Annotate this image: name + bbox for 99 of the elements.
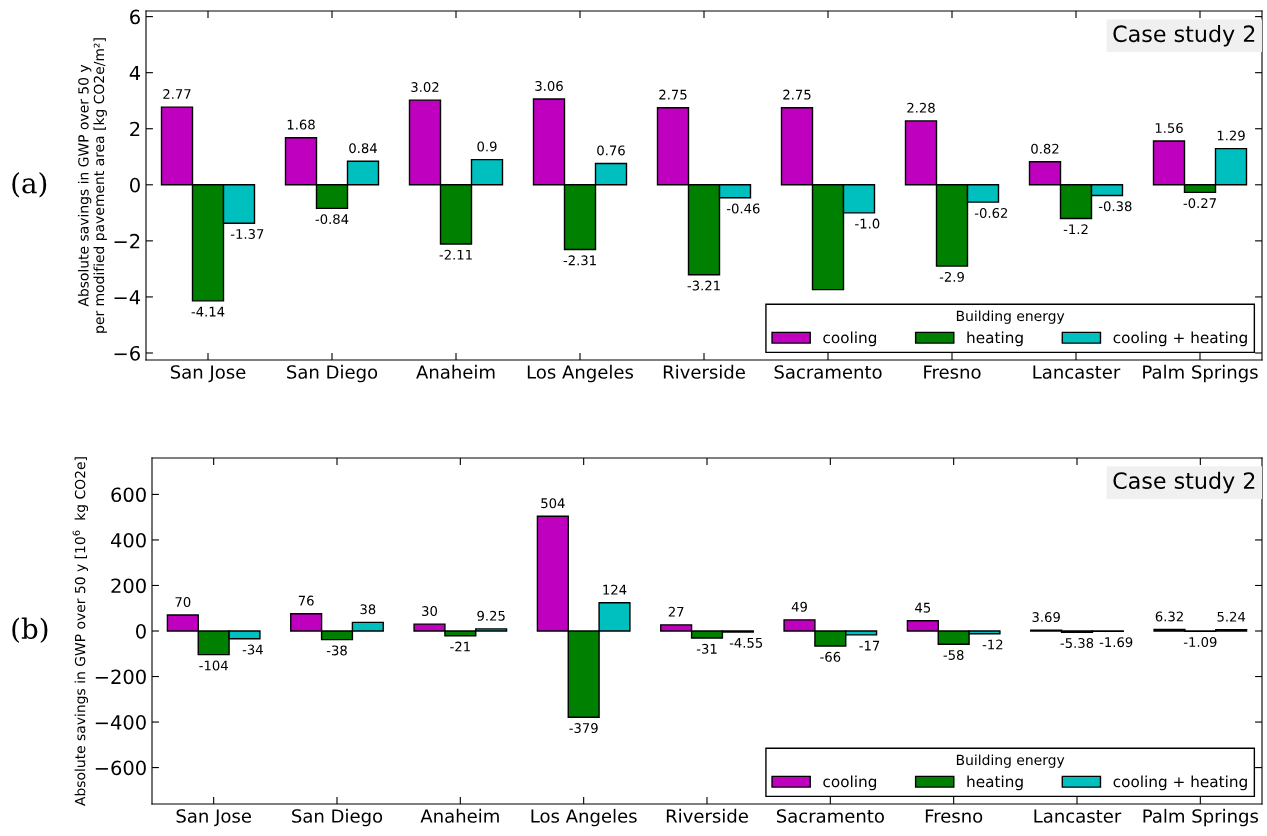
data-label: -21 (450, 641, 470, 652)
x-tick-label: Los Angeles (531, 808, 637, 827)
annotation: Case study 2 (1113, 24, 1255, 47)
data-label: -0.46 (726, 203, 760, 214)
x-tick-label: San Jose (176, 809, 251, 827)
data-label: -1.69 (1099, 637, 1133, 648)
data-label: -0.62 (974, 207, 1008, 218)
data-label: -1.37 (230, 228, 264, 239)
x-tick-label: Sacramento (774, 365, 882, 379)
y-axis-title: Absolute savings in GWP over 50 y [10$^{6}$ kg CO2e] (72, 457, 89, 806)
data-label: 2.75 (783, 89, 811, 100)
x-tick-label: Palm Springs (1143, 364, 1258, 383)
data-label: -31 (696, 643, 717, 654)
x-tick-label: Anaheim (420, 808, 499, 823)
x-tick-label: Palm Springs (1143, 808, 1259, 827)
data-label: 5.24 (1217, 611, 1246, 622)
y-tick-label: −6 (114, 345, 140, 361)
data-label: 45 (915, 602, 931, 613)
data-label: -379 (569, 723, 598, 734)
data-label: 504 (541, 498, 565, 509)
data-label: -0.84 (315, 214, 349, 225)
data-label: 0.76 (597, 145, 625, 156)
data-label: -58 (943, 649, 964, 660)
data-label: 30 (422, 606, 438, 617)
y-tick-label: −200 (95, 669, 146, 685)
x-tick-label: Lancaster (1033, 365, 1121, 379)
y-tick-label: −400 (95, 715, 146, 730)
data-label: -3.21 (687, 280, 720, 291)
data-label: 2.77 (163, 89, 191, 99)
y-tick-label: 4 (129, 65, 141, 81)
data-label: 9.25 (477, 610, 505, 621)
data-label: -2.9 (939, 271, 964, 282)
data-label: -38 (326, 645, 347, 656)
legend-label: heating (967, 331, 1023, 347)
x-tick-label: Anaheim (416, 364, 495, 379)
y-tick-label: 2 (130, 121, 140, 137)
x-tick-label: Los Angeles (527, 364, 634, 383)
legend-label: heating (967, 775, 1023, 791)
data-label: 0.82 (1031, 143, 1059, 154)
legend-title: Building energy (956, 754, 1065, 768)
data-label: 3.02 (411, 82, 439, 93)
data-label: 3.06 (535, 80, 563, 91)
y-axis-title: Absolute savings in GWP over 50 y per modified pavement area [kg CO2e/m²] (77, 38, 107, 333)
data-label: 1.29 (1217, 130, 1245, 141)
x-tick-label: San Jose (170, 365, 246, 383)
data-label: 2.75 (659, 89, 687, 100)
y-tick-label: 600 (111, 487, 146, 503)
y-tick-label: 0 (130, 177, 140, 193)
text: (b) (12, 617, 48, 643)
x-tick-label: Riverside (666, 808, 748, 823)
x-tick-label: Fresno (924, 365, 981, 379)
x-tick-label: Riverside (663, 364, 745, 379)
data-label: -0.38 (1098, 201, 1132, 212)
y-tick-label: −2 (114, 233, 140, 249)
text: (a) (12, 172, 47, 198)
legend-label: cooling + heating (1113, 331, 1247, 347)
y-tick-label: 200 (111, 578, 146, 594)
legend-label: cooling + heating (1113, 775, 1247, 791)
data-label: -0.27 (1183, 198, 1216, 209)
data-label: 27 (668, 606, 684, 617)
annotation: Case study 2 (1113, 471, 1255, 494)
y-tick-label: −4 (114, 290, 141, 305)
data-label: -104 (199, 660, 228, 671)
y-tick-label: 400 (110, 532, 146, 548)
data-label: 124 (603, 584, 627, 595)
legend-label: cooling (823, 331, 877, 347)
x-tick-label: San Diego (292, 808, 383, 827)
data-label: -4.55 (729, 638, 763, 648)
legend-label: cooling (823, 775, 877, 791)
y-tick-label: −600 (95, 760, 146, 776)
x-tick-label: Fresno (925, 809, 983, 823)
data-label: 3.69 (1032, 612, 1060, 623)
data-label: 1.56 (1155, 122, 1183, 133)
x-tick-label: Sacramento (776, 809, 884, 823)
data-label: -4.14 (191, 306, 225, 317)
data-label: -17 (859, 640, 880, 651)
y-tick-label: 0 (136, 623, 146, 639)
x-tick-label: Lancaster (1034, 809, 1122, 823)
data-label: -66 (820, 651, 841, 662)
data-label: -34 (242, 644, 263, 655)
data-label: -12 (982, 639, 1003, 650)
data-label: 49 (791, 601, 807, 612)
y-tick-label: 6 (130, 9, 140, 25)
data-label: 0.9 (477, 141, 497, 152)
legend-title: Building energy (956, 310, 1065, 324)
data-label: 6.32 (1155, 611, 1183, 622)
data-label: -2.11 (439, 249, 472, 260)
data-label: 2.28 (907, 102, 935, 113)
data-label: -2.31 (563, 255, 596, 266)
data-label: -1.09 (1183, 637, 1217, 648)
data-label: 0.84 (349, 143, 377, 154)
data-label: 1.68 (287, 119, 315, 130)
data-label: 38 (360, 604, 376, 615)
data-label: 76 (298, 595, 314, 606)
data-label: -5.38 (1060, 638, 1094, 648)
data-label: 70 (175, 596, 191, 607)
x-tick-label: San Diego (287, 364, 378, 383)
data-label: -1.2 (1063, 224, 1088, 235)
data-label: -1.0 (855, 218, 880, 229)
